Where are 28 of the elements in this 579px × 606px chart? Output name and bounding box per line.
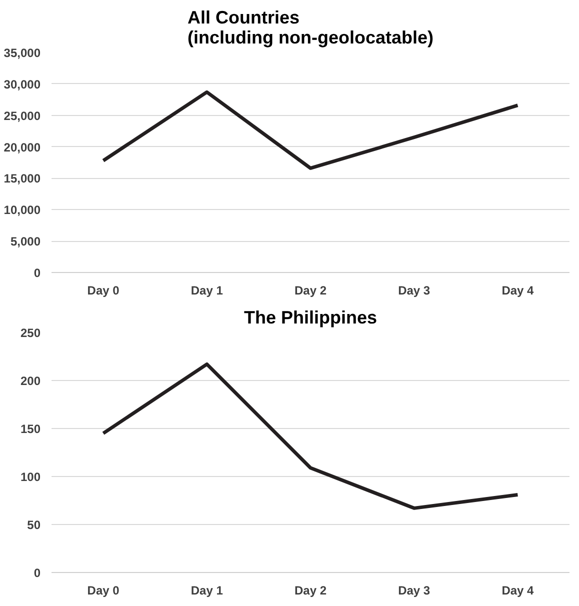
y-tick-label: 5,000	[10, 234, 41, 249]
x-tick-label: Day 2	[294, 584, 327, 598]
y-tick-label: 50	[27, 518, 41, 532]
x-tick-label: Day 1	[190, 584, 224, 598]
y-tick-label: 200	[20, 374, 41, 388]
y-tick-label: 0	[34, 566, 41, 580]
y-tick-label: 35,000	[4, 46, 41, 60]
y-tick-label: 250	[20, 326, 41, 340]
x-tick-label: Day 4	[502, 284, 534, 298]
y-tick-label: 100	[20, 470, 41, 484]
x-tick-label: Day 0	[87, 284, 120, 298]
y-tick-label: 0	[34, 266, 41, 280]
y-tick-label: 20,000	[4, 140, 41, 154]
y-tick-label: 10,000	[4, 203, 41, 218]
x-tick-label: Day 0	[87, 584, 120, 598]
chart-title: All Countries (including non-geolocatable)	[188, 8, 434, 48]
y-tick-label: 15,000	[4, 172, 41, 186]
x-tick-label: Day 3	[398, 284, 430, 298]
x-tick-label: Day 4	[502, 584, 534, 598]
line-series	[102, 90, 520, 170]
chart-title: The Philippines	[244, 308, 378, 328]
x-tick-label: Day 1	[190, 284, 224, 298]
line-series	[102, 362, 520, 510]
x-tick-label: Day 2	[294, 284, 327, 298]
x-tick-label: Day 3	[398, 584, 430, 598]
y-tick-label: 30,000	[4, 77, 41, 92]
y-tick-label: 25,000	[4, 108, 41, 123]
y-tick-label: 150	[20, 422, 41, 436]
